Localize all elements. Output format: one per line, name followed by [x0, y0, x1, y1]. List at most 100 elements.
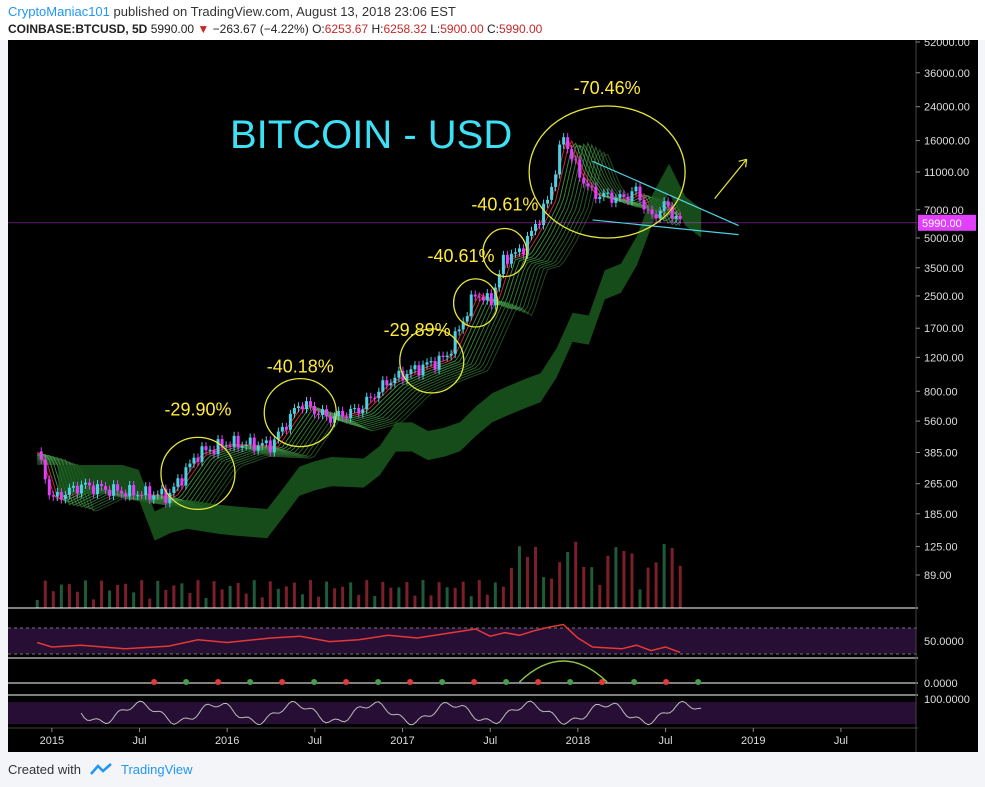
candle-body [333, 416, 337, 423]
last-price-tag-layer: 5990.00 [918, 214, 976, 231]
volume-bar [349, 582, 353, 608]
candle-body [196, 457, 200, 462]
candle-body [558, 144, 562, 175]
candle-body [120, 490, 124, 494]
price-tick-label: 1700.00 [924, 323, 964, 335]
last-price: 5990.00 [150, 22, 195, 36]
volume-bar [590, 567, 594, 608]
candle-body [421, 364, 425, 376]
volume-bar [164, 589, 168, 608]
candle-body [389, 383, 393, 386]
volume-bar [148, 598, 152, 608]
candle-body [566, 137, 570, 150]
candle-body [461, 321, 465, 330]
support-trendline [592, 219, 739, 236]
drawdown-annotation: -40.18% [267, 357, 334, 377]
volume-bar [204, 597, 208, 608]
time-tick-label: Jul [132, 735, 146, 747]
candle-body [244, 444, 248, 446]
candle-body [377, 391, 381, 399]
candle-body [606, 192, 610, 194]
tradingview-logo-icon [90, 763, 112, 775]
candle-body [188, 463, 192, 468]
candle-body [55, 492, 59, 497]
candle-body [489, 293, 493, 306]
volume-bar [566, 551, 570, 608]
time-axis: 2015 Jul 2016 Jul 2017 Jul 2018 Jul 2019 Jul [8, 727, 918, 747]
arrow-head-icon [738, 158, 748, 168]
candle-body [509, 253, 513, 264]
volume-bar [437, 582, 441, 608]
time-tick-label: 2019 [741, 735, 765, 747]
candle-body [337, 410, 341, 417]
candle-body [63, 494, 67, 500]
cloud-band [58, 163, 702, 541]
price-chart[interactable]: 50.0000 0.0000 100.0000 52000.00 36000.00 24… [8, 37, 978, 752]
macd-cross-dot [503, 679, 510, 685]
last-price-tag: 5990.00 [922, 218, 962, 230]
candle-body [381, 380, 385, 392]
volume-bar [132, 592, 136, 608]
candle-body [425, 362, 429, 365]
tradingview-link[interactable]: TradingView [120, 761, 193, 777]
price-tick-label: 1200.00 [924, 352, 964, 364]
volume-bar [638, 589, 642, 608]
volume-bar [292, 582, 296, 608]
stoch-tick-label: 100.0000 [924, 694, 970, 706]
volume-bar [429, 595, 433, 608]
candle-body [590, 186, 594, 188]
chart-area[interactable]: 50.0000 0.0000 100.0000 52000.00 36000.00 24… [8, 37, 978, 752]
volume-bar [517, 546, 521, 608]
symbol-label[interactable]: COINBASE:BTCUSD, 5D [8, 22, 148, 36]
volume-bar [51, 591, 55, 608]
volume-bar [308, 580, 312, 608]
candle-body [497, 273, 501, 288]
candle-body [485, 293, 489, 301]
volume-bar [300, 594, 304, 608]
candle-body [168, 492, 172, 504]
candle-body [224, 445, 228, 447]
macd-cross-dot [631, 679, 638, 685]
candle-body [582, 177, 586, 184]
candle-body [521, 248, 525, 255]
candle-body [353, 408, 357, 410]
candle-body [216, 439, 220, 455]
macd-cross-dot [247, 679, 254, 685]
volume-bar [477, 580, 481, 608]
volume-bar [509, 567, 513, 608]
candle-body [104, 486, 108, 490]
candle-body [469, 294, 473, 317]
volume-bar [43, 580, 47, 608]
price-tick-label: 125.00 [924, 542, 958, 554]
macd-cross-dot [375, 679, 382, 685]
candle-body [108, 489, 112, 496]
candle-body [397, 370, 401, 378]
volume-bar [405, 582, 409, 608]
volume-bar [333, 588, 337, 608]
last-price-tag-bg [918, 214, 976, 231]
macd-cross-dot [407, 679, 414, 685]
price-tick-label: 24000.00 [924, 102, 970, 114]
price-tick-label: 52000.00 [924, 40, 970, 49]
candle-body [662, 201, 666, 211]
correction-ellipse [482, 227, 528, 278]
volume-bar [670, 548, 674, 608]
volume-bar [180, 583, 184, 608]
candle-body [148, 486, 152, 500]
candle-body [180, 478, 184, 486]
candle-body [325, 409, 329, 417]
correction-ellipse [263, 377, 337, 448]
candle-body [345, 416, 349, 419]
author-link[interactable]: CryptoManiac101 [8, 4, 110, 19]
candle-body [437, 355, 441, 370]
candle-body [304, 401, 308, 410]
drawdown-annotation: -70.46% [574, 78, 641, 98]
candle-body [614, 197, 618, 203]
volume-bar [654, 562, 658, 608]
macd-cross-dot [439, 679, 446, 685]
volume-bar [389, 587, 393, 608]
candle-body [493, 287, 497, 306]
volume-bar [453, 587, 457, 608]
candle-body [96, 484, 100, 495]
candle-body [449, 353, 453, 356]
